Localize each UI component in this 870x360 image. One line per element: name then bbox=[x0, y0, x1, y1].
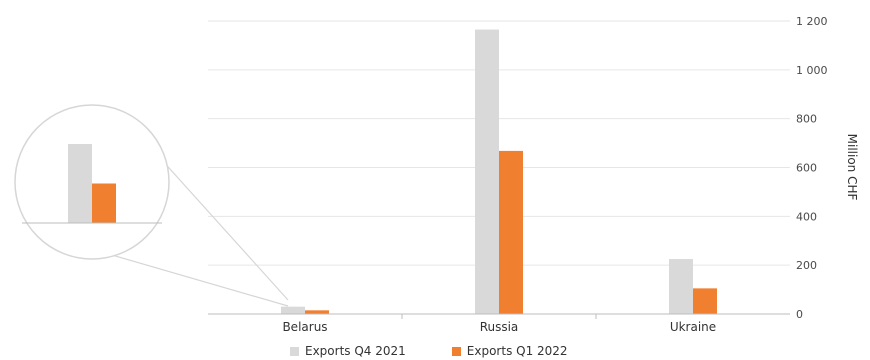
legend-item-q4-2021[interactable]: Exports Q4 2021 bbox=[290, 344, 406, 358]
y-tick-label: 0 bbox=[796, 308, 803, 321]
legend-swatch-q1-2022 bbox=[451, 346, 461, 356]
y-tick-label: 800 bbox=[796, 113, 817, 126]
y-tick-label: 1 200 bbox=[796, 15, 828, 28]
x-tick-label: Russia bbox=[480, 320, 519, 334]
legend-swatch-q4-2021 bbox=[290, 346, 299, 356]
bar-ukraine-q4-2021 bbox=[669, 259, 693, 314]
legend: Exports Q4 2021 Exports Q1 2022 bbox=[290, 344, 568, 358]
inset-bar-q4-2021 bbox=[68, 144, 92, 223]
y-tick-label: 400 bbox=[796, 210, 817, 223]
legend-label-q4-2021: Exports Q4 2021 bbox=[305, 344, 406, 358]
zoom-inset bbox=[14, 104, 289, 307]
bar-belarus-q1-2022 bbox=[305, 310, 329, 314]
y-axis-ticks: 0 200 400 600 800 1 000 1 200 bbox=[796, 15, 828, 321]
bar-russia-q4-2021 bbox=[475, 29, 499, 314]
bar-russia-q1-2022 bbox=[499, 150, 523, 314]
bar-ukraine-q1-2022 bbox=[693, 288, 717, 314]
y-tick-label: 1 000 bbox=[796, 64, 828, 77]
x-tick-label: Ukraine bbox=[670, 320, 716, 334]
y-axis-label: Million CHF bbox=[845, 134, 859, 201]
y-tick-label: 200 bbox=[796, 259, 817, 272]
legend-item-q1-2022[interactable]: Exports Q1 2022 bbox=[451, 344, 568, 358]
x-axis: Belarus Russia Ukraine bbox=[208, 313, 790, 334]
x-tick-label: Belarus bbox=[282, 320, 327, 334]
legend-label-q1-2022: Exports Q1 2022 bbox=[466, 344, 568, 358]
bar-belarus-q4-2021 bbox=[281, 306, 305, 314]
inset-bar-q1-2022 bbox=[92, 183, 116, 223]
bars bbox=[281, 29, 717, 314]
y-tick-label: 600 bbox=[796, 162, 817, 175]
